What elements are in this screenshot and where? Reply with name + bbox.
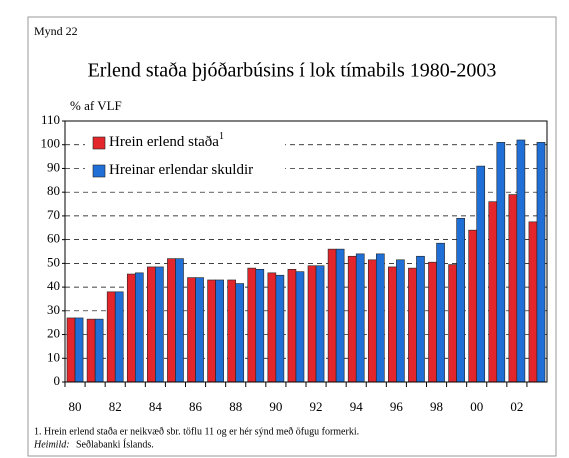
- bar: [408, 267, 417, 383]
- y-tick-label: 70: [47, 207, 60, 222]
- x-tick-label: 02: [510, 399, 523, 414]
- bar: [227, 279, 237, 383]
- bar: [536, 142, 546, 383]
- bar: [347, 255, 357, 383]
- y-tick-label: 90: [47, 159, 60, 174]
- bar: [66, 317, 76, 383]
- bar: [155, 266, 164, 383]
- figure-frame: [27, 16, 557, 457]
- bar: [327, 248, 337, 383]
- bar: [355, 253, 365, 383]
- y-tick-label: 80: [47, 183, 60, 198]
- bar: [167, 258, 176, 383]
- y-tick-label: 30: [47, 302, 60, 317]
- x-tick-label: 96: [390, 399, 404, 414]
- bar: [126, 273, 136, 383]
- legend-note-mark: 1: [219, 131, 224, 142]
- x-tick-label: 86: [189, 399, 203, 414]
- legend-name: Hrein erlend staða: [109, 134, 219, 150]
- bar: [195, 277, 204, 383]
- bar: [114, 291, 124, 383]
- bar: [175, 258, 184, 383]
- y-tick-label: 40: [47, 278, 60, 293]
- x-tick-label: 80: [69, 399, 82, 414]
- bar: [207, 279, 216, 383]
- bar: [476, 165, 486, 383]
- bar: [496, 142, 506, 383]
- y-tick-label: 20: [47, 326, 60, 341]
- bar: [468, 229, 478, 383]
- source-label: Heimild:: [33, 439, 70, 450]
- bar: [134, 272, 144, 383]
- bar: [86, 318, 96, 383]
- bar: [335, 248, 345, 383]
- bar: [315, 265, 325, 383]
- legend-box: [85, 129, 285, 187]
- x-tick-label: 84: [149, 399, 163, 414]
- bar: [147, 266, 156, 383]
- bar: [94, 318, 104, 383]
- y-tick-label: 50: [47, 254, 60, 269]
- plot-frame: [64, 120, 548, 383]
- bar: [187, 277, 196, 383]
- bar: [488, 201, 498, 383]
- footnote: 1. Hrein erlend staða er neikvæð sbr. tö…: [34, 426, 359, 437]
- bar: [247, 267, 257, 383]
- y-tick-label: 60: [47, 231, 60, 246]
- bar: [235, 283, 245, 383]
- legend-label: Hrein erlend staða1: [109, 131, 224, 150]
- x-tick-label: 90: [269, 399, 282, 414]
- chart-title: Erlend staða þjóðarbúsins í lok tímabils…: [88, 60, 497, 82]
- x-tick-label: 82: [109, 399, 122, 414]
- bar: [287, 268, 297, 383]
- bar: [106, 291, 116, 383]
- legend-swatch: [92, 164, 106, 178]
- figure-label: Mynd 22: [34, 24, 78, 38]
- bar: [528, 221, 538, 383]
- x-tick-label: 92: [310, 399, 323, 414]
- source: Seðlabanki Íslands.: [76, 438, 154, 450]
- y-tick-label: 100: [41, 136, 61, 151]
- x-tick-label: 98: [430, 399, 443, 414]
- x-tick-label: 00: [470, 399, 483, 414]
- bar: [275, 274, 285, 383]
- y-tick-label: 10: [47, 349, 60, 364]
- bar: [428, 261, 437, 383]
- bar: [295, 271, 305, 383]
- bar: [367, 259, 377, 383]
- x-tick-label: 94: [350, 399, 364, 414]
- bar: [255, 268, 265, 383]
- bar: [508, 194, 518, 383]
- bar: [436, 242, 445, 383]
- legend-name: Hreinar erlendar skuldir: [109, 162, 253, 178]
- bar: [516, 139, 526, 383]
- bar: [307, 265, 317, 383]
- legend-swatch: [92, 136, 106, 150]
- legend-label: Hreinar erlendar skuldir: [109, 162, 253, 178]
- bar: [375, 253, 385, 383]
- bar: [396, 259, 405, 383]
- bar: [416, 255, 425, 383]
- x-tick-label: 88: [229, 399, 242, 414]
- y-axis-label: % af VLF: [70, 98, 122, 113]
- bar: [267, 272, 277, 383]
- bar: [74, 317, 84, 383]
- y-tick-label: 110: [41, 112, 60, 127]
- bar: [448, 264, 457, 383]
- bar: [215, 279, 224, 383]
- bar: [456, 217, 465, 383]
- bar: [388, 266, 397, 383]
- y-tick-label: 0: [54, 373, 61, 388]
